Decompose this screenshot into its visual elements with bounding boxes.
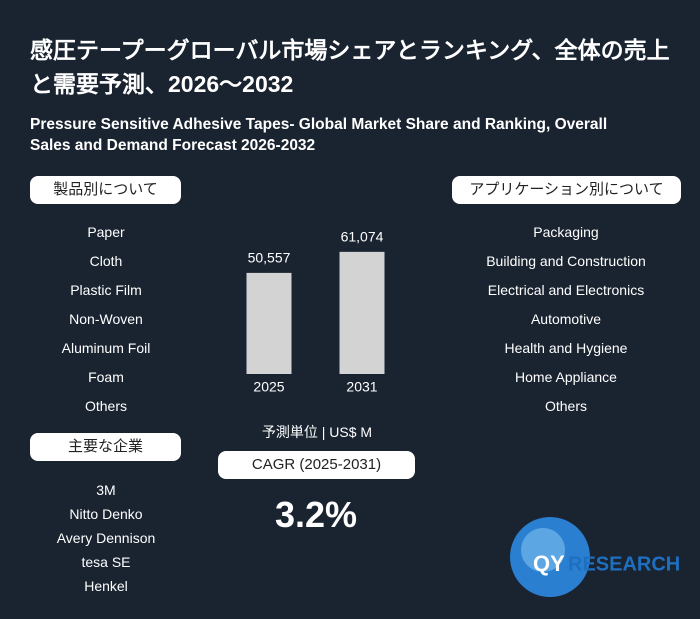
- section-pill: 製品別について: [30, 176, 181, 204]
- product-item: Plastic Film: [70, 282, 142, 298]
- application-item: Health and Hygiene: [504, 340, 628, 356]
- x-tick-label: 2025: [253, 379, 284, 395]
- product-item: Cloth: [89, 253, 123, 269]
- application-item: Electrical and Electronics: [487, 282, 645, 298]
- logo-text: QY: [533, 551, 565, 576]
- company-item: Henkel: [84, 578, 128, 594]
- subtitle: Pressure Sensitive Adhesive Tapes- Globa…: [30, 116, 608, 154]
- application-item: Others: [544, 398, 587, 414]
- company-item: Avery Dennison: [56, 530, 156, 546]
- application-item: Home Appliance: [515, 369, 617, 385]
- application-item: Packaging: [533, 224, 599, 240]
- company-item: 3M: [96, 482, 116, 498]
- logo-text: RESEARCH: [568, 553, 680, 575]
- logo-globe: [521, 528, 565, 572]
- x-tick-label: 2031: [346, 379, 377, 395]
- bar: [246, 272, 292, 374]
- product-item: Others: [84, 398, 127, 414]
- section-pill: 主要な企業: [30, 433, 181, 461]
- product-item: Foam: [88, 369, 124, 385]
- application-item: Building and Construction: [486, 253, 646, 269]
- title: 感圧テープーグローバル市場シェアとランキング、全体の売上と需要予測、2026～2…: [30, 37, 670, 97]
- product-item: Non-Woven: [69, 311, 143, 327]
- company-item: Nitto Denko: [69, 506, 143, 522]
- product-item: Aluminum Foil: [61, 340, 151, 356]
- bar: [339, 251, 385, 374]
- company-item: tesa SE: [81, 554, 131, 570]
- unit-label: 予測単位 | US$ M: [261, 424, 373, 440]
- value-label: 50,557: [248, 250, 291, 266]
- product-item: Paper: [87, 224, 125, 240]
- cagr-label: CAGR (2025-2031): [218, 451, 415, 479]
- application-item: Automotive: [530, 311, 602, 327]
- value-label: 61,074: [341, 229, 384, 245]
- cagr-value: 3.2%: [274, 494, 358, 535]
- section-pill: アプリケーション別について: [452, 176, 681, 204]
